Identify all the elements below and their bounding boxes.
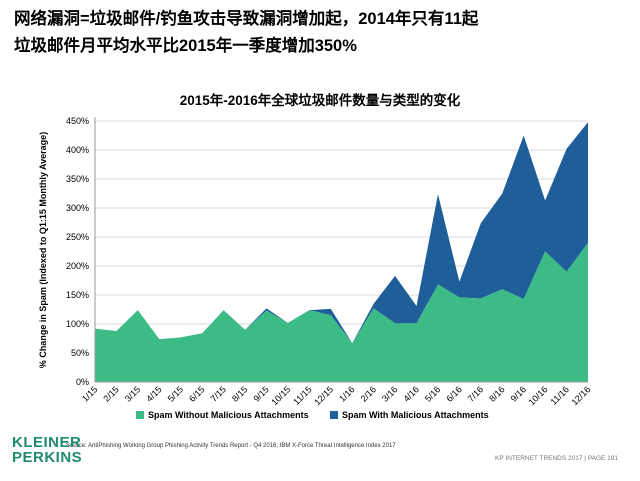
x-tick-label-22: 11/16: [548, 384, 571, 407]
legend-swatch-without-malicious-attachments: [136, 411, 144, 419]
x-tick-label-0: 1/15: [80, 384, 99, 403]
x-tick-label-4: 5/15: [166, 384, 185, 403]
x-tick-label-2: 3/15: [123, 384, 142, 403]
y-tick-label-7: 350%: [66, 174, 89, 184]
legend: Spam Without Malicious Attachments Spam W…: [136, 410, 489, 420]
y-tick-label-1: 50%: [71, 348, 89, 358]
legend-swatch-with-malicious-attachments: [330, 411, 338, 419]
page-footer: KP INTERNET TRENDS 2017 | PAGE 191: [495, 455, 618, 462]
x-tick-label-16: 5/16: [423, 384, 442, 403]
y-tick-label-3: 150%: [66, 290, 89, 300]
x-tick-label-1: 2/15: [101, 384, 120, 403]
y-tick-label-0: 0%: [76, 377, 89, 387]
x-tick-label-21: 10/16: [527, 384, 550, 407]
x-tick-label-18: 7/16: [466, 384, 485, 403]
x-tick-label-17: 6/16: [444, 384, 463, 403]
series-area-with-malicious-attachments: [95, 122, 588, 344]
x-tick-label-19: 8/16: [487, 384, 506, 403]
y-tick-label-2: 100%: [66, 319, 89, 329]
x-tick-label-5: 6/15: [187, 384, 206, 403]
x-tick-label-12: 1/16: [337, 384, 356, 403]
y-tick-label-6: 300%: [66, 203, 89, 213]
legend-label-without-malicious-attachments: Spam Without Malicious Attachments: [148, 410, 309, 420]
x-tick-label-3: 4/15: [144, 384, 163, 403]
slide-title-line-2: 垃圾邮件月平均水平比2015年一季度增加350%: [14, 37, 357, 55]
kleiner-perkins-logo: KLEINER PERKINS: [12, 435, 82, 465]
x-tick-label-6: 7/15: [209, 384, 228, 403]
slide-title: 网络漏洞=垃圾邮件/钓鱼攻击导致漏洞增加起，2014年只有11起 垃圾邮件月平均…: [14, 6, 614, 60]
x-tick-label-9: 10/15: [269, 384, 292, 407]
source-note: Source: AntiPhishing Working Group Phish…: [66, 443, 396, 449]
x-tick-label-20: 9/16: [509, 384, 528, 403]
y-tick-label-8: 400%: [66, 145, 89, 155]
y-tick-label-4: 200%: [66, 261, 89, 271]
y-tick-label-5: 250%: [66, 232, 89, 242]
y-tick-labels: 0% 50% 100% 150% 200% 250% 300% 350% 400% 450%: [66, 116, 89, 387]
x-tick-label-14: 3/16: [380, 384, 399, 403]
chart-title: 2015年-2016年全球垃圾邮件数量与类型的变化: [179, 93, 461, 108]
area-series: [95, 122, 588, 382]
x-tick-label-23: 12/16: [569, 384, 592, 407]
y-axis-label: % Change in Spam (Indexed to Q1:15 Month…: [38, 132, 48, 368]
series-area-without-malicious-attachments: [95, 242, 588, 382]
logo-line-2: PERKINS: [12, 449, 83, 466]
x-tick-label-10: 11/15: [291, 384, 314, 407]
x-tick-label-13: 2/16: [359, 384, 378, 403]
legend-label-with-malicious-attachments: Spam With Malicious Attachments: [342, 410, 489, 420]
x-tick-label-7: 8/15: [230, 384, 249, 403]
x-tick-label-8: 9/15: [251, 384, 270, 403]
logo-line-1: KLEINER: [12, 434, 82, 451]
x-tick-label-15: 4/16: [401, 384, 420, 403]
axes: [94, 117, 588, 383]
x-tick-labels: 1/15 2/15 3/15 4/15 5/15 6/15 7/15 8/15 9/1510/1…: [80, 384, 592, 407]
x-tick-label-11: 12/15: [312, 384, 335, 407]
slide-title-line-1: 网络漏洞=垃圾邮件/钓鱼攻击导致漏洞增加起，2014年只有11起: [14, 10, 479, 28]
y-tick-label-9: 450%: [66, 116, 89, 126]
